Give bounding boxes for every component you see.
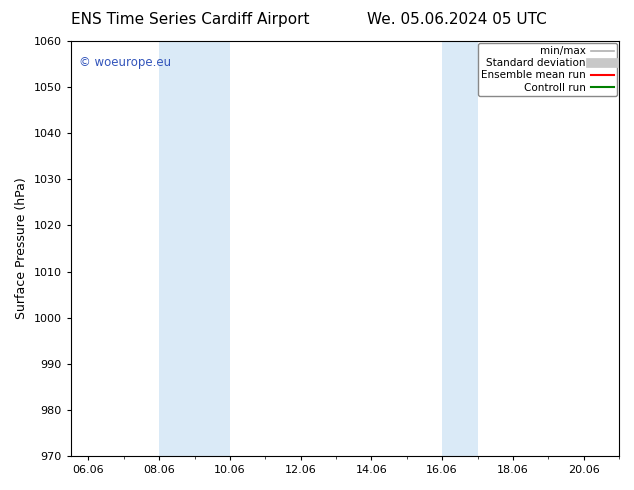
Legend: min/max, Standard deviation, Ensemble mean run, Controll run: min/max, Standard deviation, Ensemble me…: [478, 43, 617, 96]
Bar: [159, 41, 230, 456]
Y-axis label: Surface Pressure (hPa): Surface Pressure (hPa): [15, 178, 28, 319]
Text: ENS Time Series Cardiff Airport: ENS Time Series Cardiff Airport: [71, 12, 309, 27]
Text: © woeurope.eu: © woeurope.eu: [79, 55, 171, 69]
Text: We. 05.06.2024 05 UTC: We. 05.06.2024 05 UTC: [366, 12, 547, 27]
Bar: [442, 41, 477, 456]
